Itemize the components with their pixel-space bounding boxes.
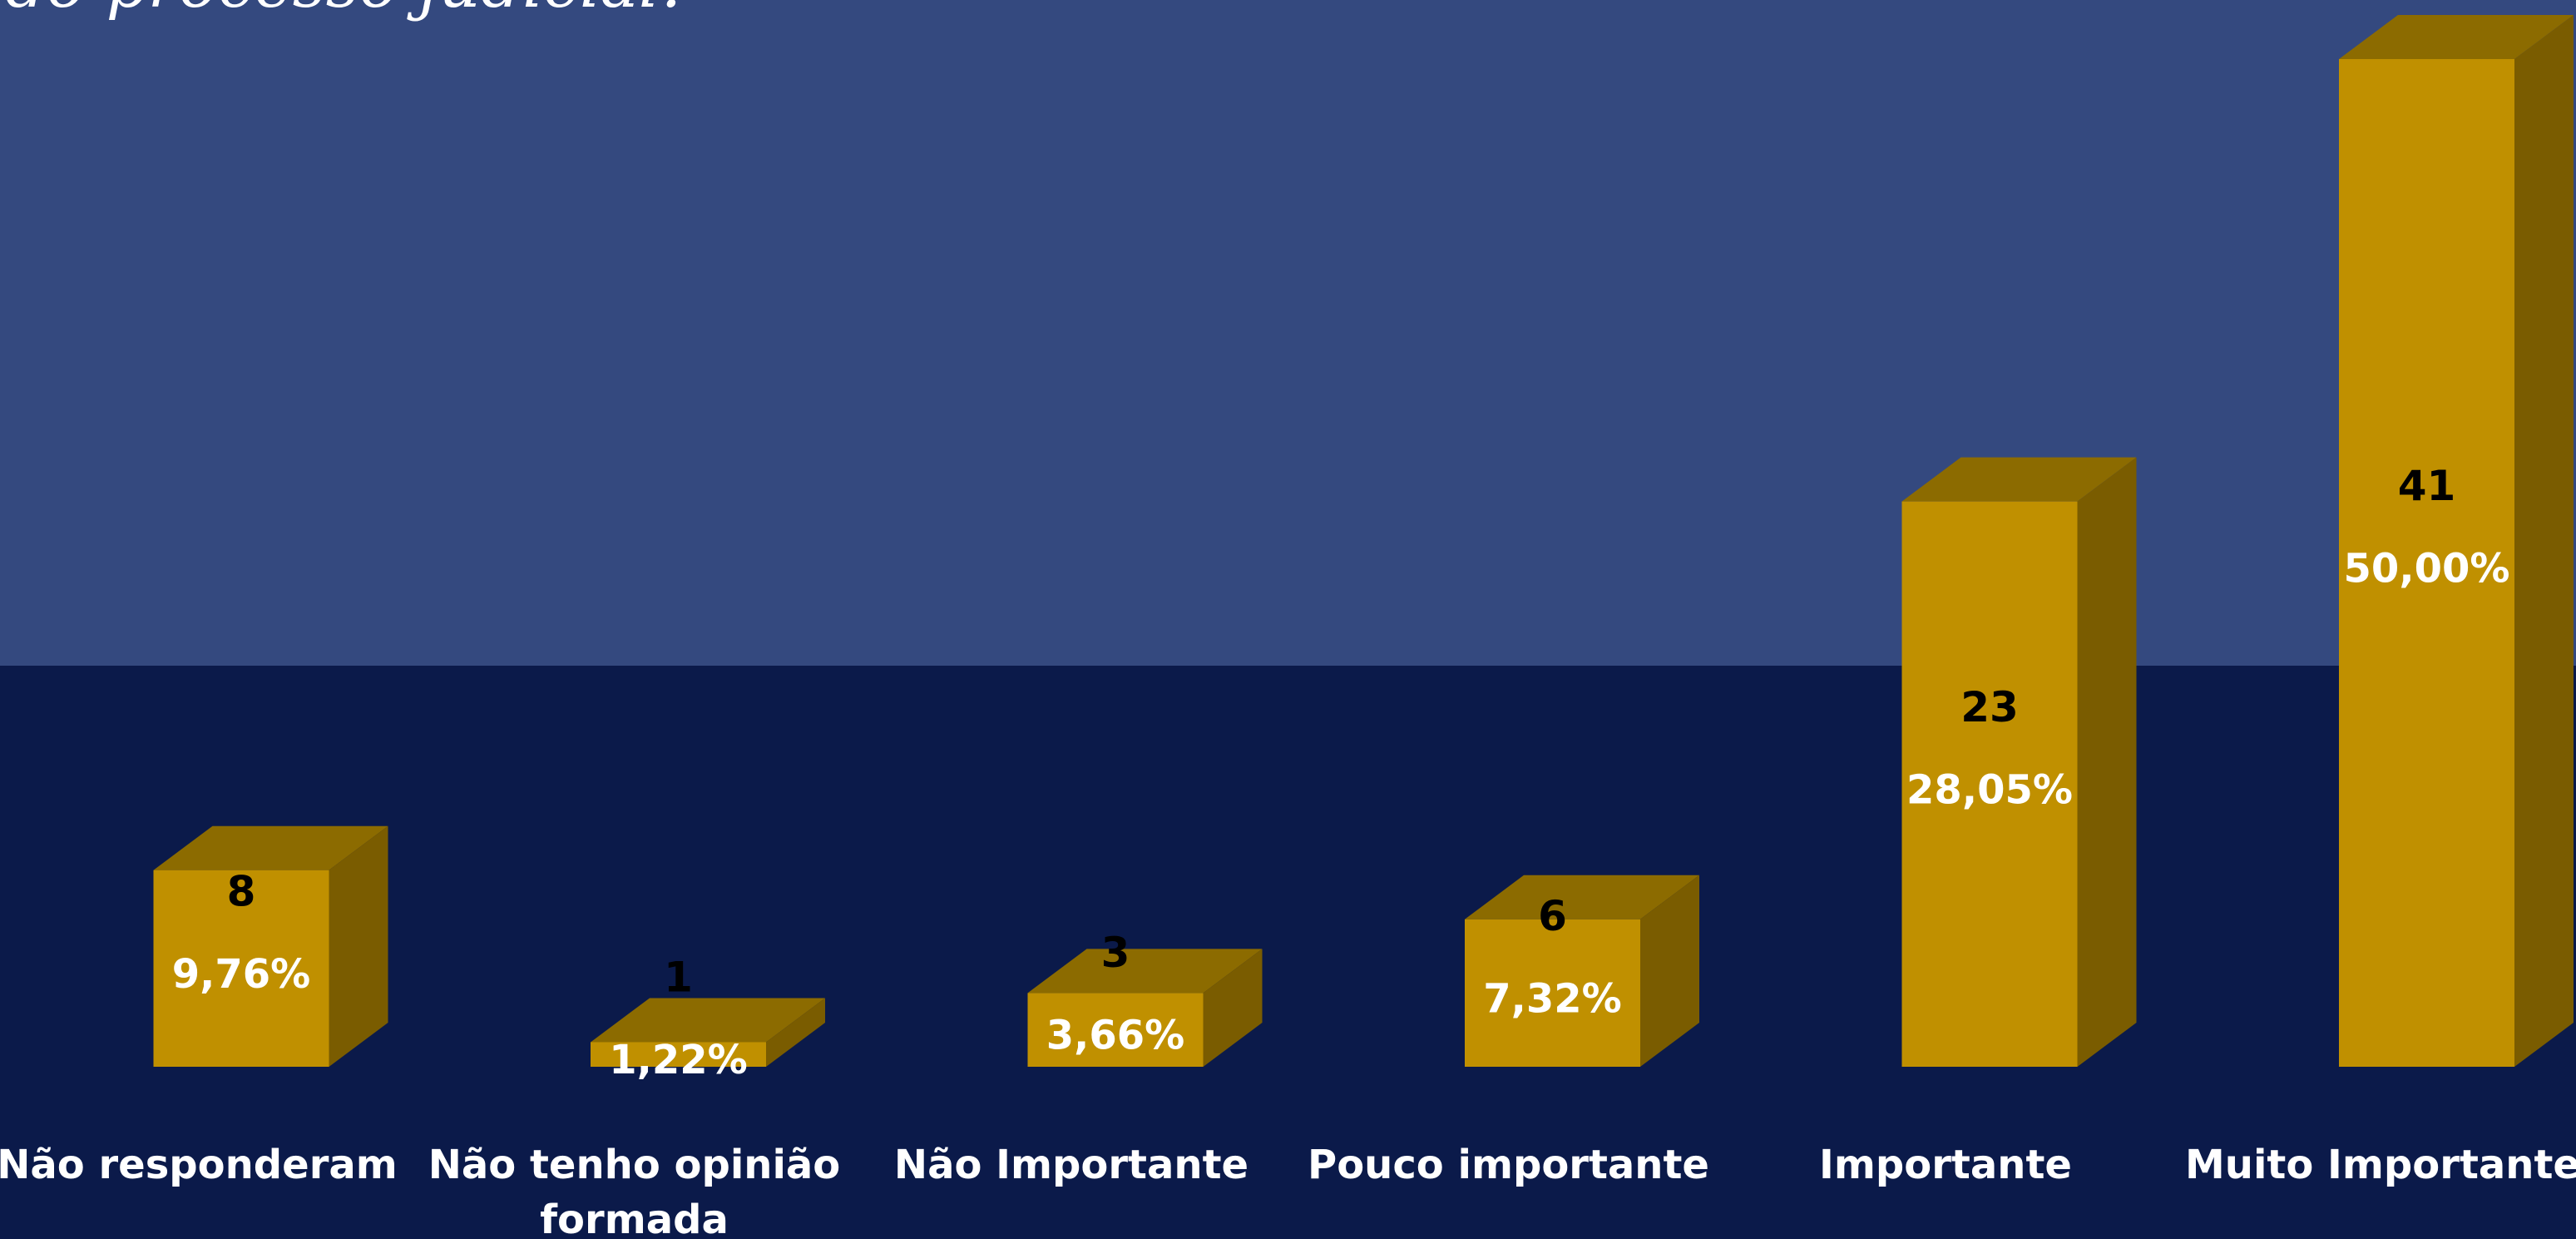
x-tick-label: Pouco importante [1308, 1142, 1709, 1188]
chart-title: do processo judicial? [5, 0, 695, 22]
percent-label: 50,00% [2344, 546, 2510, 592]
x-tick-label: Não tenho opinião formada [428, 1142, 841, 1239]
percent-label: 9,76% [172, 951, 311, 998]
x-tick-label: Não responderam [0, 1142, 398, 1188]
percent-label: 3,66% [1046, 1013, 1185, 1059]
bar-top [2339, 15, 2574, 59]
percent-label: 1,22% [609, 1037, 748, 1083]
value-label: 3 [1101, 929, 1130, 977]
bar-top [1465, 875, 1699, 919]
percent-label: 28,05% [1906, 766, 2073, 813]
x-tick-label-line: formada [540, 1197, 729, 1239]
value-label: 41 [2398, 462, 2456, 510]
value-label: 6 [1538, 892, 1567, 940]
bar-side [1640, 875, 1699, 1067]
bar-side [329, 825, 388, 1067]
bar-side [2077, 457, 2137, 1067]
bar-side [766, 998, 825, 1067]
bar [1901, 501, 2078, 1067]
bar-side [1203, 949, 1263, 1067]
x-tick-label: Não Importante [894, 1142, 1248, 1188]
bar [153, 870, 329, 1067]
value-label: 1 [664, 954, 693, 1002]
bar-top [1027, 949, 1263, 994]
lower-background [0, 666, 2576, 1239]
bar-top [153, 825, 388, 870]
upper-background [0, 0, 2576, 670]
value-label: 8 [227, 867, 256, 915]
bar [1465, 919, 1640, 1067]
percent-label: 7,32% [1483, 975, 1622, 1022]
bar-top [1901, 457, 2137, 502]
bar [1027, 993, 1204, 1067]
value-label: 23 [1960, 683, 2019, 731]
x-tick-label: Muito Importante [2185, 1142, 2576, 1188]
bar [591, 1042, 766, 1067]
bar-top [591, 998, 825, 1043]
bar-side [2514, 15, 2574, 1067]
bar [2339, 59, 2514, 1067]
x-tick-label: Importante [1819, 1142, 2072, 1188]
x-tick-label-line: Não tenho opinião [428, 1142, 841, 1188]
